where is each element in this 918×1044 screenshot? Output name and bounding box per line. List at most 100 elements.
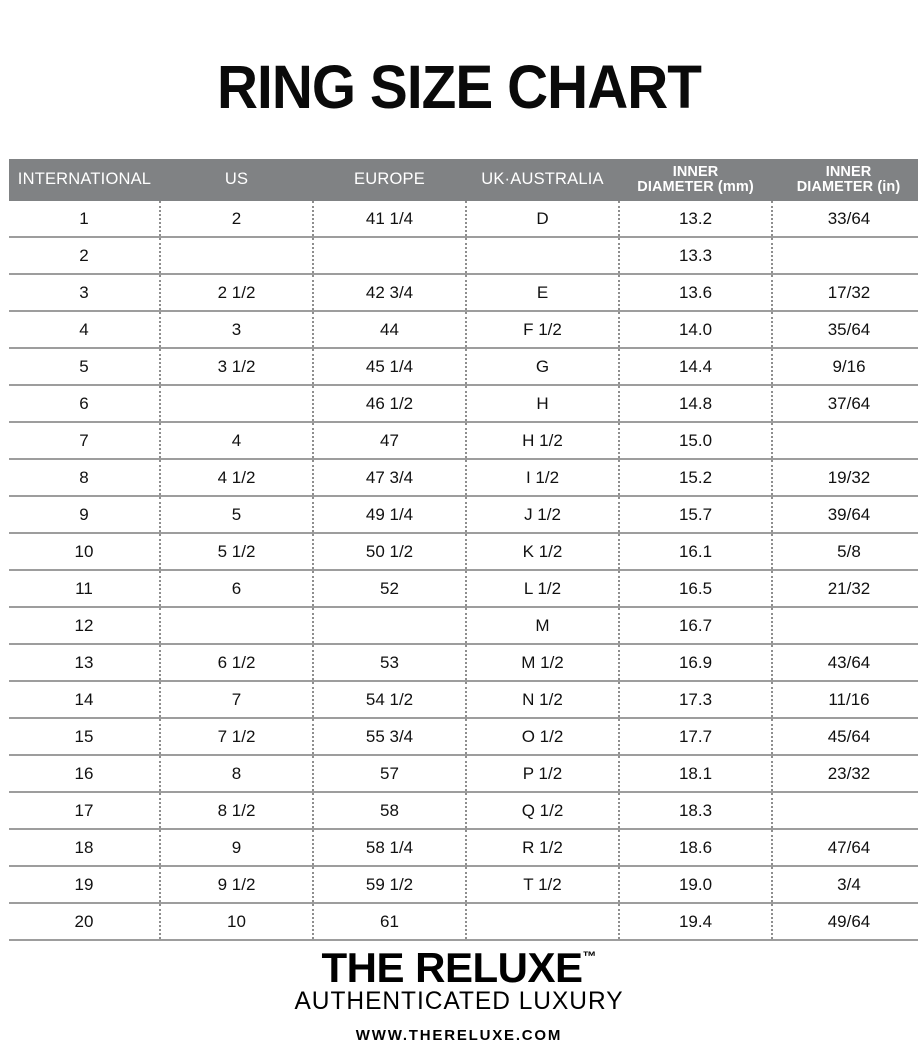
cell-us: 6 1/2 <box>160 644 314 683</box>
table-row: 1 2 41 1/4 D 13.2 33/64 <box>9 201 918 239</box>
table-row: 19 9 1/2 59 1/2 T 1/2 19.0 3/4 <box>9 866 918 905</box>
cell-us: 9 <box>160 829 314 868</box>
cell-inner_diameter_in <box>772 607 918 646</box>
cell-international: 4 <box>9 311 161 350</box>
table-row: 4 3 44 F 1/2 14.0 35/64 <box>9 311 918 350</box>
cell-uk_australia: K 1/2 <box>466 533 620 572</box>
cell-europe: 58 1/4 <box>313 829 467 868</box>
cell-europe: 47 <box>313 422 467 461</box>
table-row: 20 10 61 19.4 49/64 <box>9 903 918 942</box>
column-header-inner_diameter_in: INNER DIAMETER (in) <box>772 158 918 202</box>
cell-inner_diameter_mm: 18.3 <box>619 792 773 831</box>
cell-international: 16 <box>9 755 161 794</box>
table-row: 7 4 47 H 1/2 15.0 <box>9 422 918 461</box>
cell-europe: 61 <box>313 903 467 942</box>
cell-inner_diameter_mm: 13.3 <box>619 237 773 276</box>
cell-inner_diameter_mm: 16.1 <box>619 533 773 572</box>
cell-international: 18 <box>9 829 161 868</box>
column-header-line: INNER <box>825 163 872 180</box>
cell-uk_australia: O 1/2 <box>466 718 620 757</box>
table-row: 14 7 54 1/2 N 1/2 17.3 11/16 <box>9 681 918 720</box>
table-header: INTERNATIONAL US EUROPE UK·AUSTRALIA INNER DI… <box>9 158 918 202</box>
cell-international: 10 <box>9 533 161 572</box>
cell-inner_diameter_mm: 16.9 <box>619 644 773 683</box>
cell-inner_diameter_mm: 14.4 <box>619 348 773 387</box>
cell-inner_diameter_mm: 15.0 <box>619 422 773 461</box>
cell-inner_diameter_in: 11/16 <box>772 681 918 720</box>
table-row: 15 7 1/2 55 3/4 O 1/2 17.7 45/64 <box>9 718 918 757</box>
cell-europe: 52 <box>313 570 467 609</box>
table-row: 11 6 52 L 1/2 16.5 21/32 <box>9 570 918 609</box>
cell-international: 14 <box>9 681 161 720</box>
cell-international: 6 <box>9 385 161 424</box>
ring-size-chart-page: RING SIZE CHART INTERNATIONAL US EUROPE UK·… <box>0 41 918 1044</box>
cell-uk_australia: I 1/2 <box>466 459 620 498</box>
cell-international: 7 <box>9 422 161 461</box>
column-header-international: INTERNATIONAL <box>9 158 160 202</box>
cell-uk_australia: J 1/2 <box>466 496 620 535</box>
cell-europe: 41 1/4 <box>313 201 467 239</box>
cell-international: 9 <box>9 496 161 535</box>
column-header-line: UK·AUSTRALIA <box>481 170 604 189</box>
table-row: 9 5 49 1/4 J 1/2 15.7 39/64 <box>9 496 918 535</box>
cell-us: 7 <box>160 681 314 720</box>
cell-uk_australia: M 1/2 <box>466 644 620 683</box>
cell-international: 8 <box>9 459 161 498</box>
cell-uk_australia: D <box>466 201 620 239</box>
cell-inner_diameter_mm: 14.0 <box>619 311 773 350</box>
cell-inner_diameter_mm: 19.0 <box>619 866 773 905</box>
brand-website: WWW.THERELUXE.COM <box>355 1026 563 1044</box>
page-title: RING SIZE CHART <box>216 52 702 121</box>
cell-international: 13 <box>9 644 161 683</box>
cell-uk_australia: T 1/2 <box>466 866 620 905</box>
column-header-line: EUROPE <box>354 170 425 189</box>
table-row: 16 8 57 P 1/2 18.1 23/32 <box>9 755 918 794</box>
cell-us: 3 1/2 <box>160 348 314 387</box>
column-header-inner_diameter_mm: INNER DIAMETER (mm) <box>619 158 772 202</box>
cell-us: 9 1/2 <box>160 866 314 905</box>
cell-europe: 53 <box>313 644 467 683</box>
cell-inner_diameter_in: 23/32 <box>772 755 918 794</box>
cell-us: 3 <box>160 311 314 350</box>
column-header-line: INNER <box>672 163 719 180</box>
cell-inner_diameter_in: 21/32 <box>772 570 918 609</box>
cell-europe: 58 <box>313 792 467 831</box>
cell-international: 19 <box>9 866 161 905</box>
cell-europe: 45 1/4 <box>313 348 467 387</box>
cell-uk_australia: N 1/2 <box>466 681 620 720</box>
cell-international: 2 <box>9 237 161 276</box>
cell-inner_diameter_mm: 14.8 <box>619 385 773 424</box>
brand-tagline: AUTHENTICATED LUXURY <box>294 987 624 1016</box>
cell-inner_diameter_in: 33/64 <box>772 201 918 239</box>
cell-inner_diameter_mm: 18.1 <box>619 755 773 794</box>
cell-inner_diameter_mm: 17.7 <box>619 718 773 757</box>
cell-international: 17 <box>9 792 161 831</box>
cell-inner_diameter_mm: 16.5 <box>619 570 773 609</box>
cell-uk_australia: F 1/2 <box>466 311 620 350</box>
cell-international: 1 <box>9 201 161 239</box>
cell-uk_australia: H 1/2 <box>466 422 620 461</box>
cell-inner_diameter_in <box>772 792 918 831</box>
cell-uk_australia <box>466 903 620 942</box>
cell-europe: 46 1/2 <box>313 385 467 424</box>
cell-inner_diameter_in: 47/64 <box>772 829 918 868</box>
table-row: 13 6 1/2 53 M 1/2 16.9 43/64 <box>9 644 918 683</box>
cell-uk_australia: M <box>466 607 620 646</box>
cell-international: 12 <box>9 607 161 646</box>
table-body: 1 2 41 1/4 D 13.2 33/64 2 13.3 3 2 1/2 42 3/4 E 13.6… <box>9 201 918 942</box>
cell-us: 4 <box>160 422 314 461</box>
table-row: 6 46 1/2 H 14.8 37/64 <box>9 385 918 424</box>
cell-europe: 49 1/4 <box>313 496 467 535</box>
column-header-uk_australia: UK·AUSTRALIA <box>466 158 619 202</box>
cell-europe: 55 3/4 <box>313 718 467 757</box>
cell-us: 7 1/2 <box>160 718 314 757</box>
cell-inner_diameter_in <box>772 237 918 276</box>
cell-international: 20 <box>9 903 161 942</box>
table-row: 18 9 58 1/4 R 1/2 18.6 47/64 <box>9 829 918 868</box>
cell-us: 10 <box>160 903 314 942</box>
cell-us: 5 <box>160 496 314 535</box>
footer-branding: THE RELUXE™ AUTHENTICATED LUXURY WWW.THE… <box>0 941 918 1043</box>
column-header-europe: EUROPE <box>313 158 466 202</box>
